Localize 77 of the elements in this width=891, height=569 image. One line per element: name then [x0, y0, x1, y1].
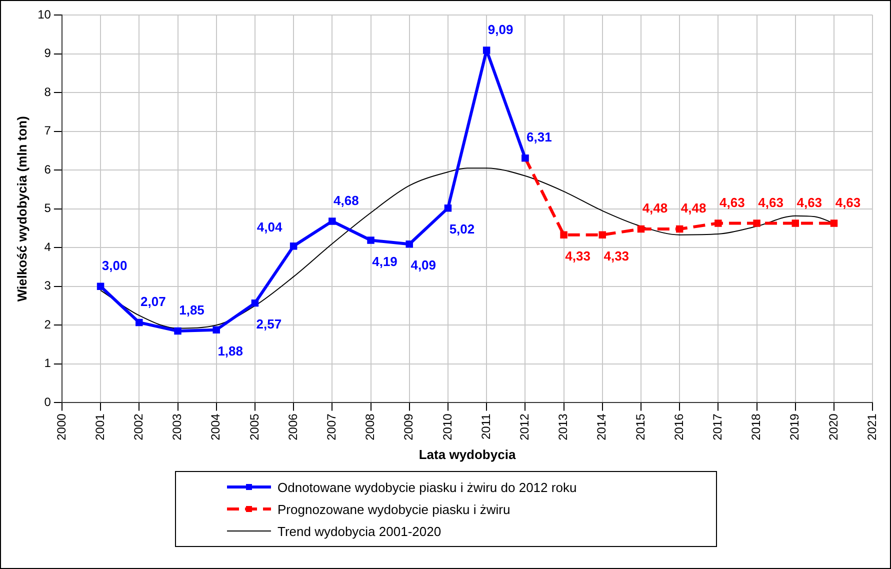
legend-label: Prognozowane wydobycie piasku i żwiru [278, 502, 510, 516]
x-tick-label: 2002 [131, 413, 146, 440]
x-tick-label: 2014 [594, 413, 609, 440]
y-tick-label: 0 [44, 395, 52, 410]
point [676, 225, 684, 233]
point [174, 327, 182, 335]
data-label: 4,63 [796, 194, 822, 210]
point [637, 225, 645, 233]
point [251, 299, 259, 307]
data-label: 4,63 [720, 194, 745, 210]
x-tick-label: 2003 [170, 413, 184, 440]
x-tick-label: 2017 [710, 413, 725, 440]
point [560, 231, 568, 238]
point [96, 282, 104, 290]
y-tick-label: 1 [44, 356, 52, 370]
y-axis-title: Wielkość wydobycia (mln ton) [14, 116, 30, 302]
data-label: 3,00 [102, 258, 128, 273]
x-axis-title: Lata wydobycia [418, 446, 516, 462]
x-tick-label: 2006 [286, 413, 300, 440]
x-tick-label: 2016 [672, 413, 686, 440]
y-tick-label: 8 [44, 84, 52, 99]
data-label: 4,04 [256, 220, 283, 235]
x-tick-label: 2019 [788, 413, 802, 440]
data-label: 4,68 [334, 192, 359, 208]
data-label: 5,02 [449, 222, 475, 237]
x-tick-label: 2007 [324, 413, 338, 440]
x-tick-label: 2012 [517, 413, 532, 440]
y-tick-label: 3 [44, 278, 52, 293]
legend-label: Odnotowane wydobycie piasku i żwiru do 2012 roku [278, 480, 577, 494]
point [328, 218, 336, 225]
data-label: 4,63 [758, 194, 784, 210]
x-tick-label: 2015 [633, 413, 648, 440]
point [406, 240, 413, 248]
data-label: 2,07 [140, 294, 166, 310]
data-label: 1,88 [218, 343, 244, 358]
data-label: 4,09 [410, 258, 436, 273]
data-label: 4,33 [604, 248, 630, 264]
x-tick-label: 2018 [749, 413, 764, 440]
point [598, 231, 606, 238]
y-tick-label: 5 [44, 201, 52, 216]
data-label: 2,57 [256, 316, 282, 332]
x-tick-label: 2010 [440, 413, 454, 440]
x-tick-label: 2005 [247, 413, 262, 440]
x-tick-label: 2000 [54, 413, 68, 440]
data-label: 4,63 [835, 194, 861, 210]
legend-label: Trend wydobycia 2001-2020 [278, 524, 442, 538]
data-label: 4,48 [680, 200, 706, 216]
x-tick-label: 2009 [402, 413, 416, 440]
point [830, 220, 838, 227]
x-tick-label: 2004 [208, 413, 223, 440]
x-tick-label: 2011 [478, 413, 493, 440]
data-label: 4,33 [565, 248, 590, 264]
y-tick-label: 9 [44, 46, 52, 60]
x-tick-label: 2020 [826, 413, 840, 440]
point [136, 318, 143, 326]
point [212, 326, 220, 334]
data-label: 6,31 [526, 130, 552, 145]
x-tick-label: 2013 [556, 413, 570, 440]
point [753, 220, 760, 227]
data-label: 1,85 [179, 302, 204, 318]
point [444, 204, 452, 212]
point [482, 46, 490, 54]
point [367, 236, 374, 244]
point [290, 242, 298, 250]
data-label: 9,09 [488, 22, 514, 37]
y-tick-label: 7 [44, 124, 52, 138]
point [714, 220, 722, 227]
x-tick-label: 2021 [864, 413, 879, 440]
x-tick-label: 2001 [92, 413, 107, 440]
data-label: 4,19 [372, 254, 398, 269]
x-tick-label: 2008 [363, 413, 378, 440]
point [792, 220, 800, 227]
data-label: 4,48 [642, 200, 668, 216]
y-tick-label: 6 [44, 162, 52, 176]
y-tick-label: 4 [44, 240, 52, 254]
y-tick-label: 2 [44, 317, 52, 332]
y-tick-label: 10 [38, 7, 52, 22]
